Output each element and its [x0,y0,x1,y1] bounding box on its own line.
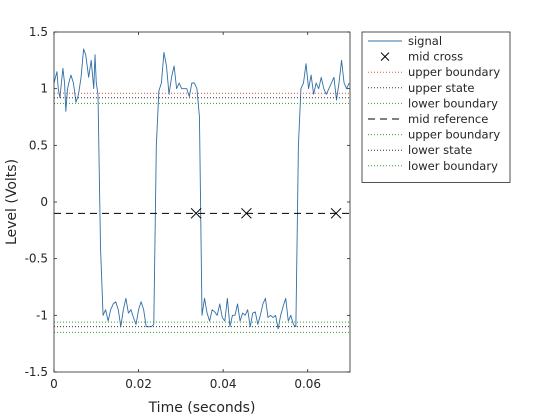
mid-cross-marker [190,207,202,219]
legend-label: upper state [408,81,474,95]
legend-label: lower boundary [408,96,498,110]
y-tick-label: -1 [36,308,48,322]
signal-line [53,48,350,330]
legend-entry: upper state [368,81,474,95]
x-axis-label: Time (seconds) [148,400,256,416]
y-tick-label: 0 [40,195,48,209]
tick-layer: 0 0.02 0.04 0.06 -1.5 -1 -0.5 0 0.5 1 1.5 [25,25,350,391]
legend-entry: mid cross [380,50,463,64]
legend-label: lower boundary [408,159,498,173]
legend-entry: signal [368,34,442,48]
y-tick-label: 1 [40,82,48,96]
x-tick-label: 0.04 [210,377,237,391]
y-tick-label: -1.5 [25,365,48,379]
legend-entry: lower boundary [368,159,498,173]
legend-entry: mid reference [368,112,488,126]
y-axis-label: Level (Volts) [4,159,20,245]
y-tick-label: 0.5 [29,138,48,152]
legend-entry: lower state [368,143,472,157]
y-tick-label: 1.5 [29,25,48,39]
legend-label: upper boundary [408,65,500,79]
x-tick-label: 0 [50,377,58,391]
legend-entry: lower boundary [368,96,498,110]
mid-cross-marker [330,207,342,219]
y-tick-label: -0.5 [25,252,48,266]
legend-box [361,31,511,183]
legend-label: mid reference [408,112,488,126]
x-tick-label: 0.06 [294,377,321,391]
legend-entry: upper boundary [368,65,500,79]
legend-label: signal [408,34,442,48]
mid-cross-marker [241,207,252,219]
series-layer [53,48,350,333]
legend-label: mid cross [408,50,463,64]
legend-entry: upper boundary [368,128,500,142]
legend-label: lower state [408,143,472,157]
legend-label: upper boundary [408,128,500,142]
plot-area [54,32,350,372]
x-tick-label: 0.02 [125,377,152,391]
